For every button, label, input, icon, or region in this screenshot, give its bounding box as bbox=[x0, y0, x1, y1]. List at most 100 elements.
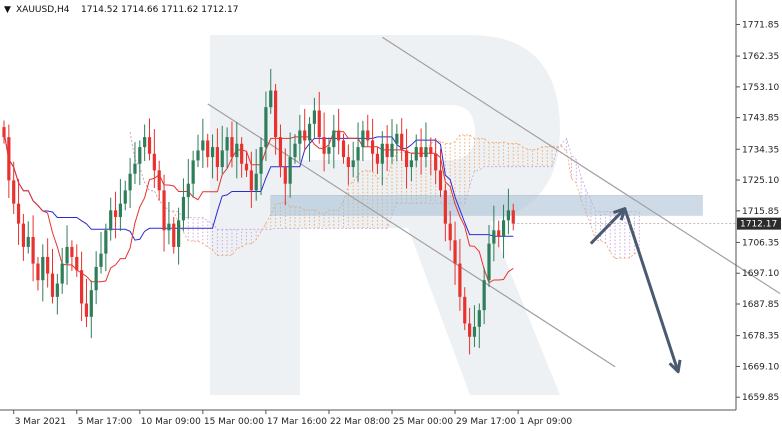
candle bbox=[240, 137, 244, 178]
candle-body bbox=[429, 147, 433, 154]
candle bbox=[341, 133, 346, 164]
senkou-span-b bbox=[129, 132, 640, 230]
resistance-zone-rect bbox=[270, 195, 703, 216]
candle-body bbox=[458, 263, 462, 297]
candle bbox=[201, 118, 205, 169]
candle-body bbox=[307, 123, 312, 141]
y-tick-label: 1669.10 bbox=[742, 362, 779, 372]
candle bbox=[7, 124, 11, 199]
candle-body bbox=[240, 143, 244, 164]
candle bbox=[109, 197, 113, 241]
chart-header: ▼ XAUUSD,H4 1714.52 1714.66 1711.62 1712… bbox=[4, 5, 238, 15]
candle bbox=[429, 137, 433, 176]
candle bbox=[322, 112, 326, 172]
candle bbox=[419, 128, 423, 175]
candle-body bbox=[36, 263, 40, 281]
candle-body bbox=[201, 140, 205, 151]
candle-body bbox=[215, 147, 219, 168]
candle-body bbox=[196, 150, 200, 161]
symbol-label: XAUUSD,H4 bbox=[16, 5, 70, 15]
candle bbox=[312, 97, 316, 138]
candle-body bbox=[65, 246, 69, 264]
y-tick-label: 1725.10 bbox=[742, 176, 779, 186]
candle bbox=[84, 278, 89, 328]
candle-body bbox=[26, 236, 30, 247]
candle-body bbox=[172, 223, 176, 247]
candle bbox=[438, 148, 443, 198]
forecast-arrow-head-down bbox=[668, 359, 682, 374]
candle bbox=[259, 137, 263, 196]
candle bbox=[332, 114, 336, 169]
x-tick-label: 17 Mar 16:00 bbox=[267, 417, 327, 427]
candle-body bbox=[463, 296, 467, 324]
candle bbox=[235, 122, 239, 179]
candle bbox=[269, 68, 273, 114]
y-tick-label: 1743.85 bbox=[742, 114, 779, 124]
candle bbox=[89, 280, 93, 339]
candle bbox=[288, 132, 292, 198]
candle-body bbox=[351, 160, 355, 168]
candle-body bbox=[409, 160, 413, 168]
candle-body bbox=[511, 210, 515, 224]
y-tick-label: 1771.85 bbox=[742, 20, 779, 30]
candle bbox=[506, 188, 510, 235]
candle-body bbox=[143, 137, 147, 148]
candle-body bbox=[206, 140, 210, 158]
candle bbox=[293, 134, 297, 164]
y-tick-label: 1687.85 bbox=[742, 300, 779, 310]
candle bbox=[361, 120, 365, 162]
candle bbox=[380, 131, 384, 186]
candle-body bbox=[80, 270, 84, 304]
candle-body bbox=[162, 190, 166, 231]
candle-body bbox=[230, 137, 234, 158]
candle-body bbox=[366, 130, 370, 141]
x-tick-label: 3 Mar 2021 bbox=[15, 417, 66, 427]
candle bbox=[191, 150, 195, 198]
candle-body bbox=[506, 210, 510, 221]
candle bbox=[298, 114, 302, 162]
candle bbox=[138, 140, 142, 186]
candle-body bbox=[371, 140, 375, 154]
candle bbox=[215, 128, 219, 182]
candle bbox=[400, 118, 404, 161]
candle-body bbox=[327, 147, 331, 154]
candle-body bbox=[361, 130, 365, 148]
candle bbox=[128, 158, 132, 208]
candle bbox=[346, 144, 350, 185]
candle bbox=[390, 119, 394, 164]
candle bbox=[424, 122, 428, 168]
candle-body bbox=[400, 133, 404, 151]
candles bbox=[2, 68, 515, 355]
candle-body bbox=[75, 256, 79, 271]
candle-body bbox=[501, 220, 506, 237]
candle-body bbox=[89, 290, 93, 317]
candle-body bbox=[104, 230, 108, 254]
candle bbox=[278, 124, 283, 178]
forecast-arrow-head-up bbox=[612, 207, 627, 221]
candle-body bbox=[424, 147, 428, 158]
y-tick-label: 1659.85 bbox=[742, 393, 779, 403]
candle-body bbox=[123, 190, 127, 204]
candle-body bbox=[128, 173, 132, 191]
candle bbox=[26, 221, 30, 254]
candle bbox=[453, 221, 457, 285]
candle bbox=[152, 129, 156, 189]
candle bbox=[36, 256, 40, 291]
candle-body bbox=[46, 256, 50, 274]
candle-body bbox=[317, 110, 321, 138]
candle bbox=[206, 133, 210, 168]
candle bbox=[468, 307, 472, 355]
candle-body bbox=[492, 230, 496, 244]
candle bbox=[472, 305, 477, 348]
candle-body bbox=[152, 153, 156, 171]
chart-menu-icon[interactable]: ▼ bbox=[4, 5, 11, 15]
candle-body bbox=[177, 220, 181, 247]
candle-body bbox=[385, 143, 389, 158]
candle-body bbox=[380, 143, 384, 164]
candle-body bbox=[278, 137, 283, 168]
candle bbox=[31, 215, 35, 282]
ichimoku-lines bbox=[3, 131, 514, 284]
candle-body bbox=[191, 160, 195, 184]
